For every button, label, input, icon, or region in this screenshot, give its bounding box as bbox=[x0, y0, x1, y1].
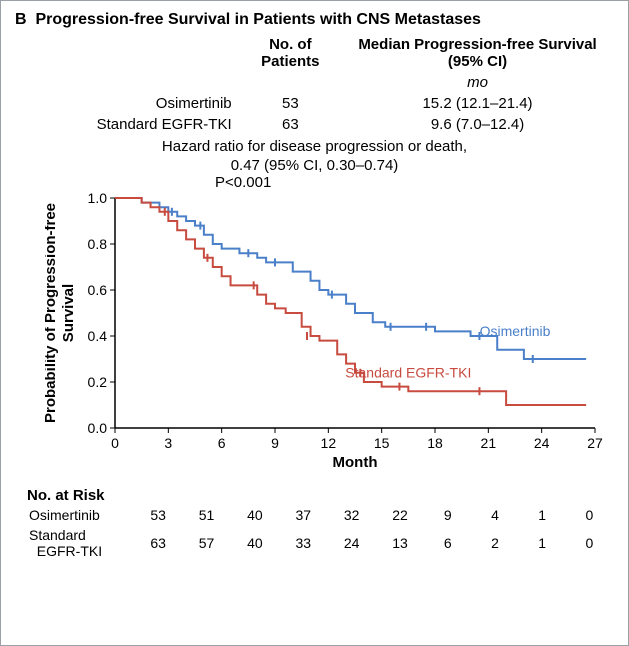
svg-text:3: 3 bbox=[164, 435, 172, 451]
svg-text:6: 6 bbox=[218, 435, 226, 451]
risk-table: No. at Risk Osimertinib5351403732229410 S… bbox=[27, 487, 614, 562]
svg-text:0.6: 0.6 bbox=[88, 282, 108, 298]
svg-text:0.8: 0.8 bbox=[88, 236, 108, 252]
svg-text:0.2: 0.2 bbox=[88, 374, 108, 390]
col-header-median: Median Progression-free Survival (95% CI… bbox=[343, 35, 612, 71]
svg-text:21: 21 bbox=[481, 435, 497, 451]
svg-text:Probability of Progression-fre: Probability of Progression-freeSurvival bbox=[45, 203, 77, 423]
summary-row: Standard EGFR-TKI 63 9.6 (7.0–12.4) bbox=[77, 115, 612, 134]
km-chart: 0.0 0.2 0.4 0.6 0.8 1.0 0 3 6 9 12 15 18 21 24 27 Month P… bbox=[45, 193, 605, 473]
figure-panel: B Progression-free Survival in Patients … bbox=[0, 0, 629, 646]
hazard-ratio-line2: 0.47 (95% CI, 0.30–0.74) bbox=[15, 157, 614, 174]
p-value: P<0.001 bbox=[215, 174, 614, 191]
summary-table: No. of Patients Median Progression-free … bbox=[75, 33, 614, 136]
svg-text:Standard EGFR-TKI: Standard EGFR-TKI bbox=[345, 364, 471, 380]
panel-letter: B bbox=[15, 11, 27, 28]
svg-text:0.0: 0.0 bbox=[88, 420, 108, 436]
svg-text:1.0: 1.0 bbox=[88, 193, 108, 206]
svg-text:Osimertinib: Osimertinib bbox=[480, 323, 551, 339]
risk-row: Osimertinib5351403732229410 bbox=[29, 506, 612, 524]
panel-title-text: Progression-free Survival in Patients wi… bbox=[35, 11, 480, 28]
col-header-n: No. of Patients bbox=[240, 35, 341, 71]
svg-text:27: 27 bbox=[587, 435, 603, 451]
svg-text:24: 24 bbox=[534, 435, 550, 451]
svg-text:0.4: 0.4 bbox=[88, 328, 108, 344]
svg-text:18: 18 bbox=[427, 435, 443, 451]
panel-title: B Progression-free Survival in Patients … bbox=[15, 11, 614, 29]
svg-text:9: 9 bbox=[271, 435, 279, 451]
unit-label: mo bbox=[343, 73, 612, 92]
svg-text:12: 12 bbox=[321, 435, 337, 451]
svg-text:15: 15 bbox=[374, 435, 390, 451]
risk-title: No. at Risk bbox=[27, 487, 614, 504]
svg-text:Month: Month bbox=[333, 454, 378, 471]
risk-row: Standard EGFR-TKI6357403324136210 bbox=[29, 526, 612, 560]
hazard-ratio-line1: Hazard ratio for disease progression or … bbox=[15, 138, 614, 155]
summary-row: Osimertinib 53 15.2 (12.1–21.4) bbox=[77, 94, 612, 113]
svg-text:0: 0 bbox=[111, 435, 119, 451]
